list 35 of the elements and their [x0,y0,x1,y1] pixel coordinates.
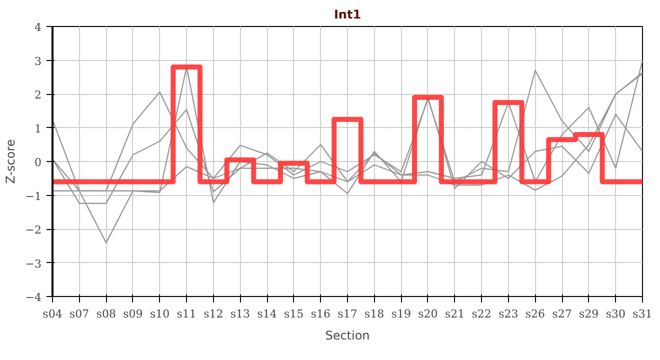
x-tick-label: s20 [418,308,438,320]
x-tick-label: s21 [444,308,465,320]
y-tick-label: 0 [34,156,42,169]
x-tick-label: s23 [498,308,518,320]
y-tick-label: 4 [34,21,42,34]
x-tick-label: s12 [204,308,224,320]
y-tick-label: −3 [25,257,42,270]
x-tick-label: s30 [606,308,626,320]
x-tick-label: s16 [310,308,331,320]
y-axis-title: Z-score [3,139,18,184]
x-axis-title: Section [325,328,370,342]
x-tick-label: s11 [176,308,196,320]
x-tick-label: s15 [284,308,304,320]
x-tick-label: s26 [525,308,546,320]
chart-title: Int1 [334,8,362,22]
x-tick-label: s31 [632,308,652,320]
y-tick-label: 3 [34,54,42,68]
x-tick-label: s22 [472,308,492,320]
x-tick-label: s27 [552,308,572,320]
x-tick-label: s18 [364,308,384,320]
x-tick-label: s17 [338,308,358,320]
x-tick-label: s09 [123,308,143,320]
x-tick-label: s14 [257,308,277,320]
x-tick-label: s08 [96,308,116,320]
x-tick-label: s29 [579,308,599,320]
y-tick-label: 1 [34,122,42,136]
y-tick-label: −4 [25,291,42,304]
x-tick-label: s13 [230,308,250,320]
y-tick-label: −1 [25,190,42,203]
x-tick-label: s10 [150,308,170,320]
y-tick-label: 2 [34,88,42,102]
x-tick-label: s04 [42,308,62,320]
x-tick-label: s07 [69,308,90,320]
x-tick-label: s19 [391,308,411,320]
y-tick-label: −2 [25,224,42,236]
